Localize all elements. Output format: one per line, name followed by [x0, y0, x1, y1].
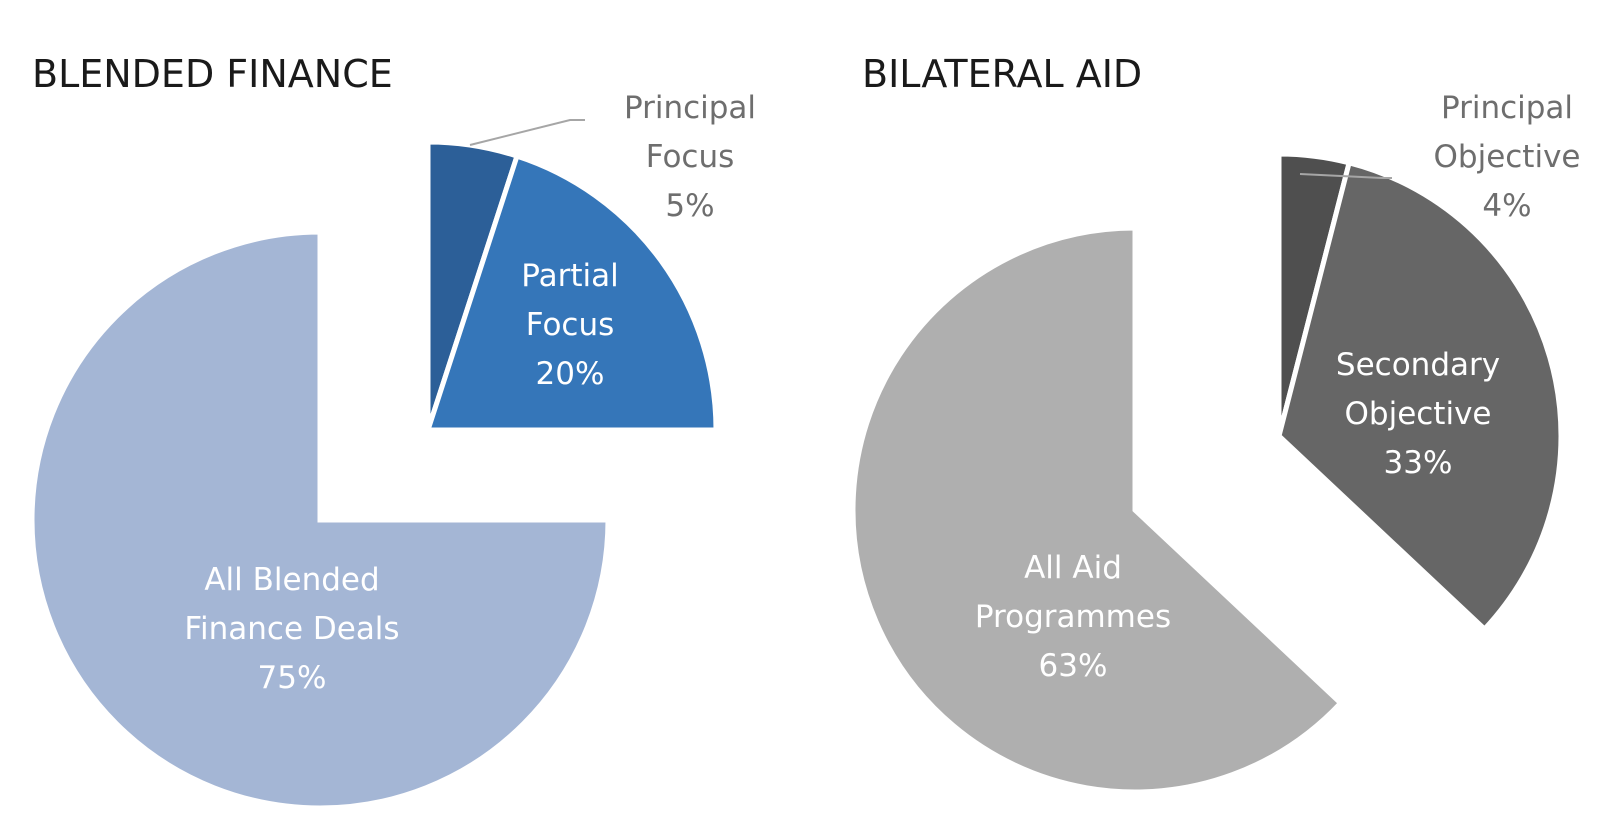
- data-label-all-aid-programmes: All Aid Programmes 63%: [975, 550, 1171, 684]
- data-label-line: Programmes: [975, 599, 1171, 635]
- pie-slice-partial-focus: [424, 152, 719, 433]
- data-label-line: All Aid: [1024, 550, 1122, 586]
- data-label-line: Objective: [1434, 139, 1581, 175]
- data-label-line: All Blended: [204, 562, 379, 598]
- data-label-line: Focus: [526, 307, 615, 343]
- data-label-line: 33%: [1384, 445, 1453, 481]
- data-label-all-blended-finance-deals: All Blended Finance Deals 75%: [184, 562, 399, 696]
- data-label-principal-focus: Principal Focus 5%: [624, 90, 756, 224]
- bilateral-aid-title: BILATERAL AID: [862, 52, 1142, 96]
- data-label-secondary-objective: Secondary Objective 33%: [1336, 347, 1500, 481]
- data-label-line: Secondary: [1336, 347, 1500, 383]
- data-label-line: Partial: [521, 258, 618, 294]
- data-label-partial-focus: Partial Focus 20%: [521, 258, 618, 392]
- data-label-line: Finance Deals: [184, 611, 399, 647]
- pie-slice-all-aid-programmes: [850, 225, 1345, 795]
- data-label-line: 20%: [536, 356, 605, 392]
- data-label-line: Focus: [646, 139, 735, 175]
- blended-finance-pie: BLENDED FINANCE Principal Focus 5% Partial Fo…: [29, 52, 756, 811]
- data-label-line: Principal: [1441, 90, 1573, 126]
- data-label-principal-objective: Principal Objective 4%: [1434, 90, 1581, 224]
- data-label-line: 75%: [258, 660, 327, 696]
- pie-slice-secondary-objective: [1276, 159, 1564, 633]
- bilateral-aid-pie: BILATERAL AID Principal Objective 4% Seconda…: [850, 52, 1581, 795]
- data-label-line: Principal: [624, 90, 756, 126]
- data-label-line: 63%: [1039, 648, 1108, 684]
- blended-finance-title: BLENDED FINANCE: [32, 52, 393, 96]
- data-label-line: 5%: [665, 188, 714, 224]
- pie-slice-all-blended-finance-deals: [29, 229, 611, 811]
- data-label-line: Objective: [1345, 396, 1492, 432]
- bilateral-aid-leader-line: [1299, 173, 1392, 179]
- data-label-line: 4%: [1482, 188, 1531, 224]
- blended-finance-leader-line: [469, 119, 585, 146]
